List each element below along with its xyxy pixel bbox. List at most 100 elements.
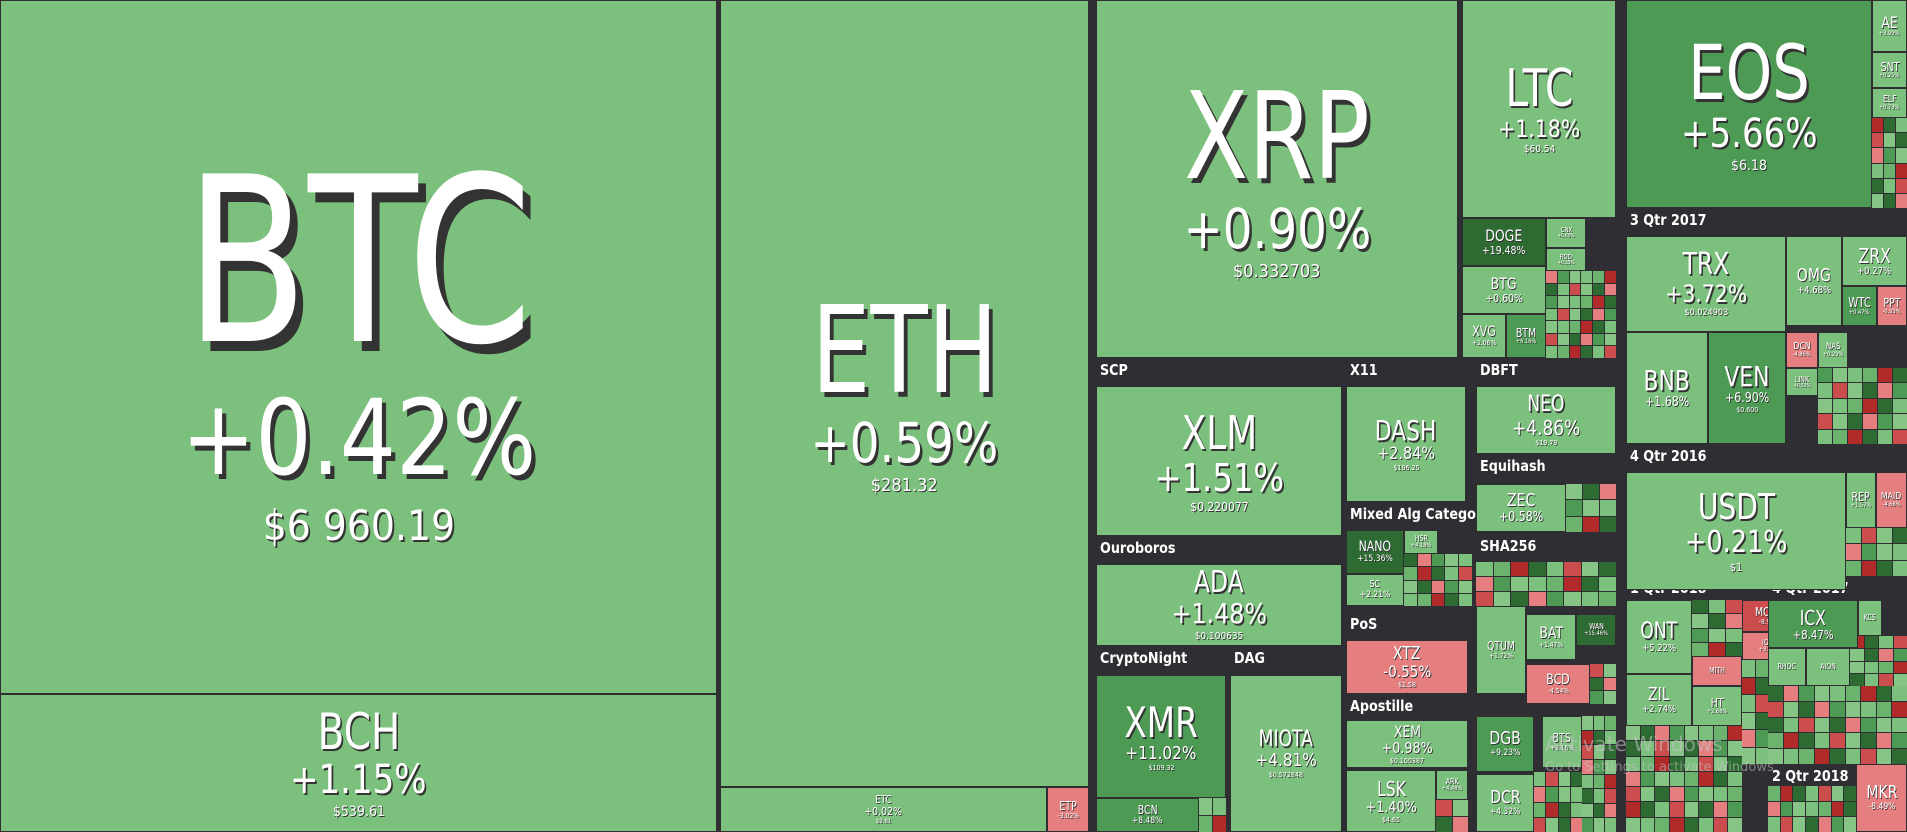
small-coin-tile[interactable] (1605, 296, 1616, 308)
small-coin-tile[interactable] (1605, 716, 1616, 730)
small-coin-tile[interactable] (1599, 592, 1616, 606)
small-coin-tile[interactable] (1845, 717, 1861, 733)
small-coin-tile[interactable] (1768, 749, 1783, 764)
coin-tile-etc[interactable]: ETC +0.02% $9.81 (720, 787, 1047, 832)
small-coin-tile[interactable] (1793, 801, 1806, 817)
coin-tile-wtc[interactable]: WTC +0.47% (1842, 286, 1877, 326)
small-coin-tile[interactable] (1892, 686, 1907, 701)
small-coin-tile[interactable] (1590, 677, 1603, 691)
small-coin-tile[interactable] (1879, 674, 1893, 686)
small-coin-tile[interactable] (1655, 726, 1669, 741)
small-coin-tile[interactable] (1864, 636, 1878, 648)
small-coin-tile[interactable] (1582, 745, 1593, 759)
small-coin-tile[interactable] (1848, 398, 1862, 414)
coin-tile-neo[interactable]: NEO +4.86% $19.79 (1476, 386, 1616, 454)
small-coin-tile[interactable] (1570, 787, 1582, 802)
small-coin-tile[interactable] (1655, 817, 1669, 832)
small-coin-tile[interactable] (1893, 661, 1907, 674)
small-coin-tile[interactable] (1783, 686, 1799, 701)
small-coin-tile[interactable] (1844, 801, 1856, 817)
small-coin-tile[interactable] (1546, 802, 1558, 817)
small-coin-tile[interactable] (1814, 701, 1830, 717)
coin-tile-ada[interactable]: ADA +1.48% $0.100635 (1096, 564, 1342, 646)
small-coin-tile[interactable] (1742, 677, 1755, 694)
small-coin-tile[interactable] (1768, 701, 1783, 717)
small-coin-tile[interactable] (1893, 429, 1907, 444)
small-coin-tile[interactable] (1582, 789, 1593, 803)
small-coin-tile[interactable] (1728, 741, 1742, 756)
small-coin-tile[interactable] (1799, 701, 1814, 717)
small-coin-tile[interactable] (1783, 733, 1799, 749)
small-coin-tile[interactable] (1818, 383, 1832, 398)
small-coin-tile[interactable] (1893, 368, 1907, 383)
small-coin-tile[interactable] (1605, 759, 1616, 774)
small-coin-tile[interactable] (1600, 484, 1616, 500)
small-coin-tile[interactable] (1626, 802, 1640, 817)
small-coin-tile[interactable] (1692, 642, 1708, 656)
small-coin-tile[interactable] (1861, 701, 1876, 717)
coin-tile-ven[interactable]: VEN +6.90% $0.600 (1708, 332, 1786, 444)
coin-tile-xrp[interactable]: XRP +0.90% $0.332703 (1096, 0, 1458, 358)
small-coin-tile[interactable] (1511, 592, 1528, 606)
small-coin-tile[interactable] (1626, 817, 1640, 832)
small-coin-tile[interactable] (1892, 528, 1907, 544)
small-coin-tile[interactable] (1861, 528, 1876, 544)
coin-tile-kcs[interactable]: KCS (1858, 600, 1882, 636)
small-coin-tile[interactable] (1742, 695, 1755, 712)
small-coin-tile[interactable] (1699, 787, 1713, 802)
small-coin-tile[interactable] (1728, 771, 1742, 787)
small-coin-tile[interactable] (1850, 674, 1864, 686)
small-coin-tile[interactable] (1569, 271, 1581, 283)
coin-tile-bch[interactable]: BCH +1.15% $539.61 (0, 694, 717, 832)
small-coin-tile[interactable] (1404, 580, 1417, 593)
small-coin-tile[interactable] (1605, 818, 1616, 832)
coin-tile-dcr[interactable]: DCR +4.32% (1476, 774, 1534, 832)
small-coin-tile[interactable] (1713, 817, 1728, 832)
coin-tile-maid[interactable]: MAID -4.68% (1876, 472, 1907, 528)
coin-tile-bnb[interactable]: BNB +1.68% (1626, 332, 1708, 444)
small-coin-tile[interactable] (1569, 283, 1581, 296)
small-coin-tile[interactable] (1546, 333, 1557, 346)
small-coin-tile[interactable] (1603, 691, 1616, 704)
small-coin-tile[interactable] (1709, 642, 1725, 656)
small-coin-tile[interactable] (1199, 798, 1212, 815)
small-coin-tile[interactable] (1640, 756, 1655, 771)
small-coin-tile[interactable] (1872, 148, 1883, 163)
small-coin-tile[interactable] (1546, 817, 1558, 832)
small-coin-tile[interactable] (1528, 577, 1546, 591)
small-coin-tile[interactable] (1861, 544, 1876, 560)
small-coin-tile[interactable] (1872, 163, 1883, 178)
small-coin-tile[interactable] (1534, 772, 1546, 787)
small-coin-tile[interactable] (1845, 749, 1861, 764)
small-coin-tile[interactable] (1640, 741, 1655, 756)
small-coin-tile[interactable] (1511, 577, 1528, 591)
small-coin-tile[interactable] (1848, 383, 1862, 398)
small-coin-tile[interactable] (1831, 786, 1844, 801)
small-coin-tile[interactable] (1814, 749, 1830, 764)
coin-tile-nano[interactable]: NANO +15.36% (1346, 530, 1404, 574)
coin-tile-ae[interactable]: AE +3.99% (1872, 0, 1907, 52)
small-coin-tile[interactable] (1593, 271, 1605, 283)
small-coin-tile[interactable] (1669, 817, 1684, 832)
small-coin-tile[interactable] (1459, 554, 1472, 567)
small-coin-tile[interactable] (1669, 756, 1684, 771)
small-coin-tile[interactable] (1878, 368, 1892, 383)
coin-tile-eth[interactable]: ETH +0.59% $281.32 (720, 0, 1089, 787)
small-coin-tile[interactable] (1593, 283, 1605, 296)
small-coin-tile[interactable] (1582, 818, 1593, 832)
small-coin-tile[interactable] (1493, 592, 1511, 606)
small-coin-tile[interactable] (1845, 733, 1861, 749)
small-coin-tile[interactable] (1546, 321, 1557, 333)
coin-tile-miota[interactable]: MIOTA +4.81% $0.572848 (1230, 675, 1342, 832)
coin-tile-rhoc[interactable]: RHOC (1768, 648, 1806, 686)
small-coin-tile[interactable] (1844, 786, 1856, 801)
small-coin-tile[interactable] (1780, 786, 1793, 801)
small-coin-tile[interactable] (1605, 333, 1616, 346)
small-coin-tile[interactable] (1493, 577, 1511, 591)
small-coin-tile[interactable] (1593, 333, 1605, 346)
small-coin-tile[interactable] (1640, 726, 1655, 741)
small-coin-tile[interactable] (1564, 562, 1581, 576)
small-coin-tile[interactable] (1876, 686, 1892, 701)
small-coin-tile[interactable] (1844, 817, 1856, 832)
small-coin-tile[interactable] (1476, 577, 1493, 591)
